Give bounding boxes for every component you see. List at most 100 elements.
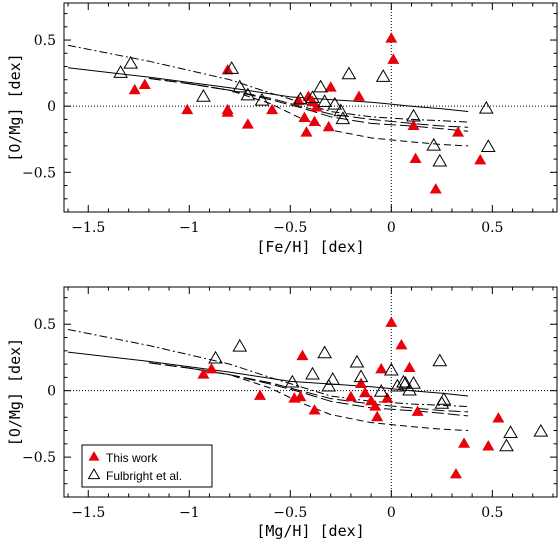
x-tick-label: 0.5 <box>481 220 503 236</box>
fulbright-point <box>321 378 337 392</box>
y-axis-label: [O/Mg] [dex] <box>6 53 24 161</box>
model-curve-long-dash <box>148 362 469 417</box>
x-axis-label: [Mg/H] [dex] <box>256 522 364 540</box>
model-curve-dash-dot <box>67 44 469 123</box>
fulbright-point <box>327 96 343 110</box>
model-curve-solid <box>67 67 469 112</box>
legend-open-triangle-icon <box>87 468 101 480</box>
this-work-point <box>324 81 337 92</box>
fulbright-point <box>208 350 223 364</box>
fulbright-point <box>503 425 518 438</box>
fulbright-point <box>349 354 365 368</box>
this-work-point <box>451 126 464 137</box>
fulbright-point <box>284 374 300 388</box>
this-work-point <box>458 437 471 448</box>
this-work-point <box>429 183 442 194</box>
x-tick-label: −1.5 <box>71 220 105 236</box>
this-work-point <box>197 368 210 379</box>
fulbright-point <box>232 79 248 93</box>
x-axis-label: [Fe/H] [dex] <box>256 238 364 256</box>
fulbright-point <box>426 137 442 151</box>
fulbright-point <box>373 384 389 397</box>
this-work-point <box>322 120 335 132</box>
fulbright-point <box>113 65 128 78</box>
this-work-point <box>492 412 505 423</box>
this-work-point <box>296 349 309 361</box>
y-tick-label: 0 <box>47 384 56 400</box>
this-work-point <box>310 101 323 112</box>
fulbright-point <box>317 345 333 359</box>
this-work-point <box>266 103 279 115</box>
fulbright-point <box>224 61 240 74</box>
this-work-point <box>300 126 313 137</box>
this-work-point <box>308 404 321 415</box>
fulbright-point <box>240 87 256 101</box>
this-work-point <box>221 106 234 117</box>
this-work-point <box>387 53 400 64</box>
x-tick-label: −1 <box>179 220 200 236</box>
y-tick-label: 0.5 <box>34 317 56 333</box>
this-work-point <box>253 389 266 400</box>
fulbright-point <box>353 369 369 383</box>
model-curves <box>67 329 469 431</box>
model-curve-long-dash <box>148 362 469 413</box>
x-tick-label: −1.5 <box>71 505 105 521</box>
this-work-point <box>128 83 141 95</box>
fulbright-point <box>434 395 450 409</box>
model-curve-dashed <box>189 367 469 431</box>
fulbright-point <box>196 88 211 102</box>
this-work-point <box>395 339 408 350</box>
fulbright-point <box>317 94 333 107</box>
y-tick-label: −0.5 <box>22 165 56 181</box>
this-work-point <box>359 386 372 398</box>
fulbright-point <box>533 423 549 437</box>
this-work-point <box>298 111 311 123</box>
y-tick-label: −0.5 <box>22 450 56 466</box>
this-work-point <box>403 361 416 373</box>
top-panel: −1.5 −1 −0.5 0 0.5 −0.5 0 0.5 [Fe/H] [dex] [O/Mg]… <box>6 2 558 256</box>
legend-filled-triangle-icon <box>88 451 100 461</box>
y-tick-label: 0 <box>47 99 56 115</box>
this-work-point <box>371 410 384 422</box>
this-work-point <box>385 32 398 43</box>
this-work-point <box>482 440 495 451</box>
this-work-point <box>449 467 462 479</box>
this-work-point <box>381 392 394 403</box>
fulbright-point <box>499 438 514 452</box>
x-tick-label: −1 <box>179 505 200 521</box>
fulbright-point <box>375 69 391 82</box>
fulbright-point <box>305 366 320 380</box>
x-tick-label: −0.5 <box>273 220 307 236</box>
fulbright-point <box>478 100 494 114</box>
this-work-point <box>344 390 357 402</box>
this-work-point <box>205 362 218 374</box>
fulbright-point <box>293 91 308 105</box>
this-work-point <box>369 400 382 411</box>
fulbright-point <box>305 90 320 104</box>
legend-label: This work <box>106 451 158 465</box>
this-work-point <box>181 103 194 115</box>
this-work-point <box>375 362 388 374</box>
legend-label: Fulbright et al. <box>106 469 182 483</box>
fulbright-point <box>123 55 139 69</box>
x-tick-label: 0 <box>387 220 396 236</box>
this-work-point <box>411 405 424 416</box>
model-curve-solid <box>67 351 469 397</box>
y-axis-label: [O/Mg] [dex] <box>6 338 24 446</box>
fulbright-point <box>335 111 351 125</box>
this-work-point <box>138 78 151 89</box>
fulbright-point <box>383 362 399 376</box>
fulbright-point <box>254 92 270 106</box>
x-tick-label: −0.5 <box>273 505 307 521</box>
model-curve-dash-dot <box>67 329 469 408</box>
fulbright-point <box>398 376 413 389</box>
this-work-point <box>409 152 422 164</box>
model-curve-long-dash <box>148 77 469 132</box>
fulbright-point <box>480 139 496 152</box>
fulbright-point <box>432 153 448 167</box>
this-work-point <box>294 390 307 402</box>
this-work-point <box>474 153 487 165</box>
fulbright-point <box>313 79 328 93</box>
this-work-point <box>355 377 368 388</box>
